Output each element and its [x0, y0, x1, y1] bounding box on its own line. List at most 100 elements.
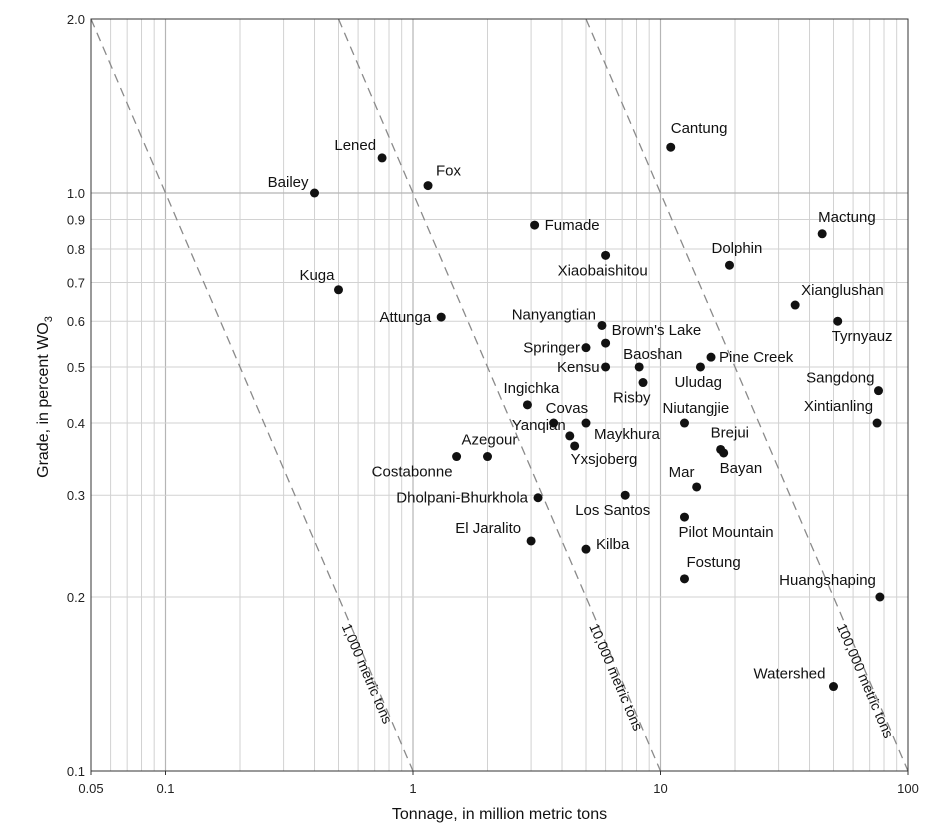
deposit-label: Yanqian — [512, 417, 566, 434]
deposit-label: Xianglushan — [801, 282, 884, 299]
deposit-label: Maykhura — [594, 426, 661, 443]
deposit-point — [377, 153, 387, 163]
deposit-label: Sangdong — [806, 370, 874, 387]
deposit-point — [692, 482, 702, 492]
deposit-point — [601, 250, 611, 260]
deposit-label: Yxsjoberg — [571, 451, 638, 468]
deposit-point — [530, 220, 540, 230]
deposit-label: Kensu — [557, 359, 600, 376]
deposit-point — [565, 431, 575, 441]
iso-tonnage-label: 10,000 metric tons — [586, 621, 646, 733]
deposit-label: Tyrnyauz — [832, 328, 893, 345]
deposit-point — [601, 338, 611, 348]
y-axis-title-main: Grade, in percent WO — [35, 322, 52, 478]
y-tick-label: 1.0 — [67, 186, 85, 201]
deposit-point — [790, 300, 800, 310]
deposit-label: Kilba — [596, 536, 630, 553]
deposit-point — [679, 512, 689, 522]
deposit-point — [679, 574, 689, 584]
y-tick-label: 2.0 — [67, 12, 85, 27]
iso-tonnage-line — [337, 18, 662, 772]
deposit-point — [666, 142, 676, 152]
deposit-point — [638, 378, 648, 388]
y-tick-label: 0.6 — [67, 314, 85, 329]
deposit-point — [817, 229, 827, 239]
deposit-point — [833, 316, 843, 326]
deposit-label: Dolphin — [711, 240, 762, 257]
y-axis-title: Grade, in percent WO3 — [35, 316, 55, 478]
deposit-point — [872, 418, 882, 428]
iso-tonnage-label: 100,000 metric tons — [834, 621, 897, 740]
deposit-point — [526, 536, 536, 546]
deposit-label: Xiaobaishitou — [558, 262, 648, 279]
deposit-label: Uludag — [674, 374, 722, 391]
x-axis-title: Tonnage, in million metric tons — [392, 806, 607, 823]
deposit-label: Azegour — [462, 432, 518, 449]
deposit-point — [581, 544, 591, 554]
deposit-point — [719, 448, 729, 458]
deposit-label: Springer — [523, 340, 580, 357]
iso-tonnage-line — [90, 18, 414, 772]
deposit-point — [724, 260, 734, 270]
deposit-label: Dholpani-Bhurkhola — [396, 490, 528, 507]
deposit-label: Covas — [546, 400, 589, 417]
deposit-point — [423, 181, 433, 191]
iso-tonnage-label: 1,000 metric tons — [339, 621, 396, 726]
deposit-label: El Jaralito — [455, 520, 521, 537]
deposit-point — [333, 285, 343, 295]
deposit-label: Fox — [436, 163, 462, 180]
deposit-label: Pilot Mountain — [678, 524, 773, 541]
deposit-point — [533, 493, 543, 503]
x-tick-label: 1 — [409, 781, 416, 796]
deposit-point — [828, 682, 838, 692]
deposit-label: Los Santos — [575, 502, 650, 519]
iso-tonnage-lines: 1,000 metric tons 10,000 metric tons 100,0… — [90, 18, 909, 772]
deposit-label: Baoshan — [623, 346, 682, 363]
iso-tonnage-line — [585, 18, 909, 772]
deposit-point — [452, 452, 462, 462]
x-tick-label: 10 — [653, 781, 667, 796]
deposit-point — [620, 490, 630, 500]
y-axis-ticks: 0.1 0.2 0.3 0.4 0.5 0.6 0.7 0.8 0.9 1.0 2.0 — [67, 12, 85, 779]
deposit-label: Nanyangtian — [512, 306, 596, 323]
deposit-point — [634, 362, 644, 372]
deposit-point — [310, 188, 320, 198]
deposit-label: Bailey — [268, 174, 309, 191]
deposit-label: Kuga — [299, 267, 335, 284]
deposit-label: Watershed — [754, 666, 826, 683]
deposit-point — [483, 452, 493, 462]
deposit-label: Mactung — [818, 209, 876, 226]
deposit-label: Fumade — [545, 217, 600, 234]
deposit-point — [436, 312, 446, 322]
deposit-label: Risby — [613, 390, 651, 407]
x-tick-label: 0.1 — [156, 781, 174, 796]
y-tick-label: 0.3 — [67, 488, 85, 503]
deposit-label: Bayan — [720, 460, 763, 477]
deposit-point — [581, 343, 591, 353]
deposit-label: Cantung — [671, 120, 728, 137]
deposit-point — [875, 592, 885, 602]
deposit-label: Attunga — [379, 309, 431, 326]
deposit-point — [706, 352, 716, 362]
deposit-label: Ingichka — [503, 380, 560, 397]
y-tick-label: 0.9 — [67, 212, 85, 227]
deposit-label: Huangshaping — [779, 572, 876, 589]
y-tick-label: 0.4 — [67, 416, 85, 431]
deposit-label: Fostung — [686, 554, 740, 571]
deposit-point — [581, 418, 591, 428]
deposit-label: Brown's Lake — [612, 322, 702, 339]
deposit-label: Mar — [669, 464, 695, 481]
y-tick-label: 0.7 — [67, 276, 85, 291]
grid — [91, 19, 908, 771]
x-tick-label: 0.05 — [78, 781, 103, 796]
deposit-label: Brejui — [711, 424, 749, 441]
deposit-points: Cantung Lened Fox Bailey Fumade Mactung Xiaoba… — [268, 120, 893, 692]
deposit-point — [601, 362, 611, 372]
deposit-point — [874, 386, 884, 396]
deposit-label: Costabonne — [372, 464, 453, 481]
deposit-point — [522, 400, 532, 410]
x-axis-ticks: 0.05 0.1 1 10 100 — [78, 771, 919, 796]
deposit-point — [570, 441, 580, 451]
deposit-point — [695, 362, 705, 372]
x-tick-label: 100 — [897, 781, 919, 796]
